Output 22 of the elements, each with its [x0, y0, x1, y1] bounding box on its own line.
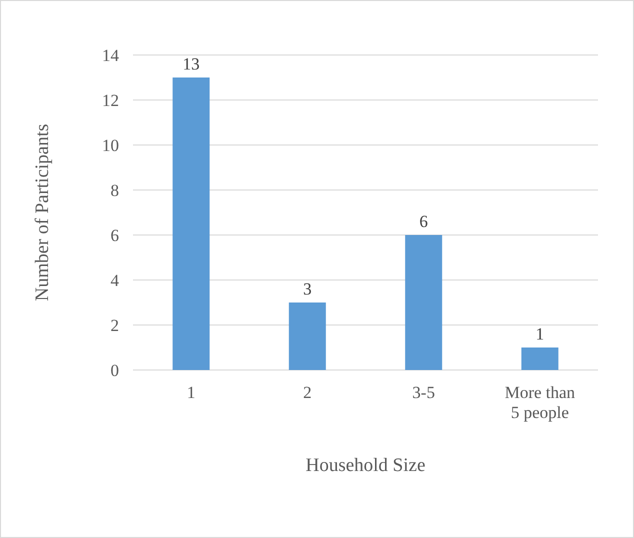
x-tick-label: 2 [303, 383, 312, 402]
x-tick-label: More than 5 people [504, 383, 576, 422]
y-tick-label: 8 [110, 180, 119, 200]
x-axis-title: Household Size [306, 455, 426, 476]
y-tick-label: 10 [102, 136, 119, 155]
y-tick-label: 0 [110, 360, 119, 380]
data-label: 13 [182, 54, 200, 74]
bar [405, 235, 442, 370]
bar [288, 302, 326, 370]
data-label: 6 [419, 212, 428, 231]
y-tick-label: 14 [102, 46, 120, 65]
data-label: 3 [303, 280, 312, 298]
bar [172, 78, 210, 370]
x-tick-label: 1 [186, 383, 196, 402]
y-axis-title: Number of Participants [32, 124, 53, 302]
y-tick-label: 4 [110, 270, 120, 290]
y-tick-label: 2 [110, 316, 119, 335]
y-tick-label: 12 [102, 90, 119, 110]
x-tick-label: 3-5 [412, 383, 435, 402]
bar [521, 348, 558, 370]
data-label: 1 [536, 324, 544, 344]
y-tick-label: 6 [110, 226, 119, 245]
